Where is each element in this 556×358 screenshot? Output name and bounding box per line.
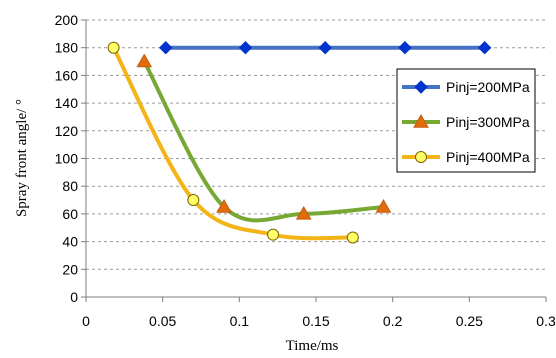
series-Pinj=200MPa [159, 40, 492, 55]
data-point-Pinj=400MPa-2 [267, 228, 280, 241]
y-tick-label: 120 [55, 123, 79, 139]
series-line-Pinj=300MPa [142, 59, 386, 223]
axes [81, 19, 547, 302]
legend-marker-Pinj=200MPa [414, 80, 428, 94]
tick-labels: 0 20 40 60 80 100 120 140 160 180 200 0 0.05 0.1 0.15 0… [55, 12, 556, 329]
y-tick-label: 160 [55, 67, 79, 83]
data-point-Pinj=200MPa-3 [398, 40, 412, 55]
data-point-Pinj=400MPa-3 [346, 231, 359, 244]
y-tick-label: 140 [55, 95, 79, 111]
x-axis-title: Time/ms [286, 338, 339, 354]
series-Pinj=400MPa [107, 41, 359, 244]
data-point-Pinj=200MPa-0 [159, 40, 173, 55]
y-axis-title: Spray front angle/ ° [14, 99, 30, 217]
x-tick-label: 0.25 [456, 313, 483, 329]
legend-label-Pinj=200MPa: Pinj=200MPa [446, 79, 530, 95]
series-Pinj=300MPa [136, 53, 392, 223]
y-tick-label: 100 [55, 151, 79, 167]
y-tick-label: 180 [55, 40, 79, 56]
data-point-Pinj=400MPa-1 [187, 194, 200, 207]
x-tick-label: 0 [82, 313, 90, 329]
x-tick-label: 0.2 [383, 313, 403, 329]
legend-label-Pinj=400MPa: Pinj=400MPa [446, 149, 530, 165]
data-point-Pinj=200MPa-4 [477, 40, 492, 55]
series-line-Pinj=400MPa [111, 45, 355, 241]
x-tick-label: 0.3 [536, 313, 556, 329]
y-tick-label: 0 [70, 289, 78, 305]
y-tick-label: 200 [55, 12, 79, 28]
data-point-Pinj=300MPa-1 [216, 198, 232, 213]
x-tick-label: 0.1 [230, 313, 250, 329]
data-point-Pinj=300MPa-3 [375, 198, 392, 213]
x-tick-label: 0.05 [149, 313, 176, 329]
data-point-Pinj=200MPa-2 [318, 40, 332, 55]
data-point-Pinj=200MPa-1 [238, 40, 253, 55]
data-point-Pinj=300MPa-0 [136, 53, 153, 68]
legend-marker-Pinj=300MPa [413, 113, 429, 128]
data-point-Pinj=300MPa-2 [295, 205, 312, 220]
legend-marker-Pinj=400MPa [415, 151, 427, 163]
data-point-Pinj=400MPa-0 [107, 41, 120, 54]
y-tick-label: 60 [62, 206, 78, 222]
y-tick-label: 80 [62, 178, 78, 194]
legend: Pinj=200MPa Pinj=300MPa Pinj=400MPa [396, 68, 536, 173]
y-tick-label: 40 [62, 234, 78, 250]
x-tick-label: 0.15 [302, 313, 329, 329]
data-series [107, 40, 492, 244]
legend-label-Pinj=300MPa: Pinj=300MPa [446, 114, 530, 130]
y-tick-label: 20 [62, 261, 78, 277]
